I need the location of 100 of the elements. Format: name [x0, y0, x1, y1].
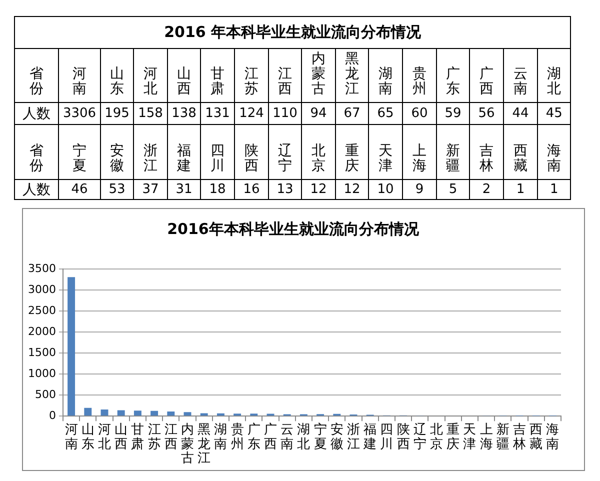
data-label: 60: [402, 102, 436, 124]
y-tick-label: 1000: [28, 366, 56, 380]
x-tick-label: 北京: [430, 422, 443, 452]
bar: [184, 412, 192, 416]
category-label: 天津: [378, 143, 392, 174]
data-label: 56: [470, 102, 504, 124]
x-tick-label: 陕西: [396, 422, 410, 452]
bar: [84, 408, 92, 416]
bar: [68, 277, 76, 416]
data-label: 16: [234, 180, 268, 200]
data-label: 2: [470, 180, 504, 200]
x-tick-label: 上海: [480, 422, 493, 452]
data-label: 110: [268, 102, 302, 124]
bar: [216, 413, 224, 416]
category-label: 吉林: [480, 143, 494, 174]
bar: [150, 410, 158, 416]
data-label: 5: [436, 180, 470, 200]
y-tick-label: 500: [34, 388, 56, 401]
y-tick-label: 2000: [28, 324, 56, 338]
data-label: 67: [336, 102, 368, 124]
category-label: 福建: [177, 143, 191, 174]
data-label: 12: [302, 180, 336, 200]
data-label: 44: [504, 102, 538, 124]
data-label: 3306: [58, 102, 100, 124]
category-label: 江西: [278, 66, 292, 97]
category-label: 甘肃: [210, 66, 224, 97]
data-label: 10: [368, 180, 402, 200]
category-label: 新疆: [446, 143, 460, 174]
data-label: 18: [200, 180, 234, 200]
category-label: 上海: [412, 143, 426, 174]
category-label: 辽宁: [278, 143, 292, 174]
x-tick-label: 河北: [98, 422, 111, 452]
category-label: 河南: [72, 66, 86, 97]
x-tick-label: 浙江: [347, 422, 360, 452]
x-tick-label: 湖南: [214, 422, 228, 452]
data-label: 45: [538, 102, 571, 124]
data-label: 65: [368, 102, 402, 124]
category-label: 安徽: [110, 143, 124, 174]
y-tick-label: 3000: [28, 282, 56, 296]
category-label: 山西: [177, 66, 191, 97]
category-label: 重庆: [345, 143, 359, 174]
data-label: 59: [436, 102, 470, 124]
x-tick-label: 新疆: [496, 422, 510, 452]
x-tick-label: 江苏: [148, 422, 161, 452]
x-tick-label: 内蒙古: [180, 422, 194, 466]
x-tick-label: 河南: [64, 422, 78, 452]
data-label: 94: [302, 102, 336, 124]
x-tick-label: 重庆: [446, 422, 460, 452]
category-label: 西藏: [514, 143, 528, 174]
x-tick-label: 辽宁: [413, 422, 426, 452]
category-label: 浙江: [144, 143, 158, 174]
category-label: 山东: [110, 66, 124, 97]
x-tick-label: 海南: [546, 422, 560, 452]
category-label: 贵州: [412, 66, 426, 97]
x-tick-label: 福建: [362, 422, 377, 452]
text: 省份: [30, 66, 44, 97]
category-label: 陕西: [244, 143, 258, 174]
category-label: 内蒙古: [312, 51, 326, 97]
category-label: 湖北: [547, 66, 562, 97]
category-label: 河北: [144, 66, 158, 97]
x-tick-label: 宁夏: [314, 422, 327, 452]
x-tick-label: 湖北: [297, 422, 310, 452]
y-tick-label: 3500: [28, 262, 56, 275]
data-label: 124: [234, 102, 268, 124]
x-tick-label: 山东: [81, 422, 94, 452]
data-label: 158: [134, 102, 168, 124]
data-label: 31: [168, 180, 200, 200]
y-tick-label: 0: [48, 408, 56, 422]
x-tick-label: 黑龙江: [198, 422, 211, 466]
text: 人数: [14, 102, 58, 124]
category-label: 湖南: [378, 66, 392, 97]
data-label: 37: [134, 180, 168, 200]
x-tick-label: 广东: [247, 422, 260, 452]
bar: [100, 409, 108, 416]
x-tick-label: 甘肃: [131, 422, 144, 452]
category-label: 海南: [547, 143, 562, 174]
category-label: 宁夏: [72, 143, 86, 174]
bar: [117, 410, 125, 416]
y-tick-label: 2500: [28, 304, 56, 317]
text: 人数: [22, 182, 50, 198]
x-tick-label: 安徽: [330, 422, 344, 452]
x-tick-label: 天津: [463, 422, 476, 452]
bar: [134, 410, 142, 416]
text: 省份: [30, 143, 44, 174]
x-tick-label: 山西: [114, 422, 128, 452]
data-label: 53: [100, 180, 134, 200]
data-label: 46: [58, 180, 100, 200]
x-tick-label: 贵州: [230, 422, 244, 452]
data-label: 1: [504, 180, 538, 200]
data-label: 195: [100, 102, 134, 124]
category-label: 北京: [312, 143, 326, 174]
x-tick-label: 广西: [264, 422, 277, 452]
category-label: 四川: [210, 143, 224, 174]
x-tick-label: 江西: [164, 422, 178, 452]
x-tick-label: 云南: [280, 422, 294, 452]
data-label: 1: [538, 180, 571, 200]
x-tick-label: 西藏: [530, 422, 543, 452]
text: 2016 年本科毕业生就业流向分布情况: [14, 16, 571, 48]
y-tick-label: 1500: [28, 346, 56, 359]
chart-title: 2016年本科毕业生就业流向分布情况: [167, 220, 420, 238]
